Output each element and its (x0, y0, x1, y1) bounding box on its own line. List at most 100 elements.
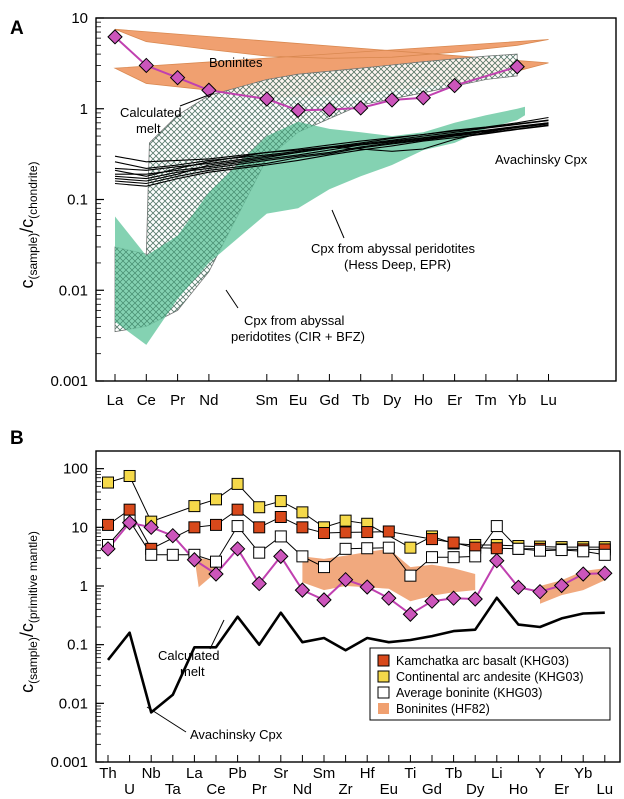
kamchatka-point (339, 526, 352, 539)
avachinsky-cpx-line-b (106, 596, 605, 714)
calculated-melt-point-b (532, 583, 548, 600)
average-boninite-point (512, 542, 525, 555)
legend-label-boninite-band: Boninites (HF82) (396, 702, 490, 716)
calculated-melt-point-a (415, 90, 432, 106)
kamchatka-point (102, 518, 114, 531)
panel-b-y-axis-label: c(sample)/c(primitive mantle) (17, 531, 40, 693)
annotation-hess-deep-line2: (Hess Deep, EPR) (344, 257, 451, 272)
calculated-melt-point-b (359, 579, 375, 595)
calculated-melt-point-b (294, 582, 311, 598)
kamchatka-line (107, 508, 605, 550)
calculated-melt-point-b (251, 575, 267, 592)
average-boninite-point (598, 548, 611, 561)
panel-b-x-tick-label: Yb (574, 765, 592, 782)
leader-cir-bfz (225, 289, 239, 309)
legend-label-kamchatka: Kamchatka arc basalt (KHG03) (396, 654, 569, 668)
calculated-melt-point-a (509, 59, 525, 75)
cpx-cir-bfz-overlay (115, 54, 518, 332)
average-boninite-point (210, 555, 222, 568)
panel-b-x-tick-label: Zr (339, 781, 353, 798)
legend-swatch-average-boninite (377, 686, 390, 699)
kamchatka-point (361, 526, 374, 539)
panel-b-x-tick-label: Li (491, 765, 503, 782)
average-boninite-point (231, 520, 244, 533)
average-boninite-point (577, 545, 590, 558)
calculated-melt-point-a (321, 101, 338, 118)
andesite-point (339, 514, 352, 527)
annotation-calculated-melt-a-line2: melt (136, 121, 161, 136)
calculated-melt-point-b (121, 514, 138, 531)
average-boninite-point (166, 548, 179, 561)
average-boninite-point (490, 520, 503, 533)
leader-avachinsky-b (146, 706, 187, 733)
leader-calculated-melt-a (179, 92, 215, 107)
kamchatka-point (231, 503, 244, 516)
kamchatka-point (490, 542, 503, 555)
panel-b-x-tick-label: Sm (313, 765, 336, 782)
panel-b-y-tick-label: 10 (71, 519, 88, 536)
avachinsky-cpx-line (114, 123, 549, 180)
annotation-calculated-melt-a-line1: Calculated (120, 105, 181, 120)
boninite-hf82-field (540, 568, 605, 604)
andesite-point (188, 500, 201, 513)
boninite-hf82-field (302, 548, 476, 602)
panel-b-x-tick-label: Y (535, 765, 545, 782)
annotation-calculated-melt-b-line2: melt (180, 664, 205, 679)
kamchatka-point (253, 521, 266, 534)
average-boninite-point (274, 530, 287, 543)
calculated-melt-point-b (553, 577, 570, 594)
panel-b-y-tick-label: 100 (63, 461, 88, 478)
average-boninite-point (447, 551, 460, 564)
calculated-melt-point-a (384, 92, 400, 108)
average-boninite-point (339, 542, 352, 555)
kamchatka-point (447, 536, 460, 549)
calculated-melt-point-a (107, 29, 123, 45)
calculated-melt-point-b (165, 527, 181, 544)
panel-a-x-tick-label: Nd (199, 392, 218, 409)
panel-a-x-tick-label: Ho (414, 392, 433, 409)
calculated-melt-point-b (337, 571, 354, 588)
andesite-point (102, 476, 114, 489)
avachinsky-cpx-line (114, 122, 549, 177)
panel-b-y-tick-label: 1 (80, 578, 88, 595)
panel-b-x-tick-label: La (186, 765, 203, 782)
panel-b-x-tick-label: Dy (466, 781, 485, 798)
avachinsky-cpx-line (114, 119, 549, 169)
legend-swatch-kamchatka (377, 654, 390, 667)
panel-a-x-tick-label: Dy (383, 392, 402, 409)
panel-b-x-tick-label: Eu (380, 781, 398, 798)
panel-b-y-tick-label: 0.01 (59, 695, 88, 712)
calculated-melt-point-b (402, 606, 419, 622)
panel-b-x-tick-label: Ce (206, 781, 225, 798)
leader-hess-deep (331, 209, 345, 239)
kamchatka-point (318, 527, 330, 540)
panel-b-x-tick-label: Tb (445, 765, 463, 782)
average-boninite-point (469, 550, 482, 563)
leader-calculated-melt-b (209, 619, 225, 650)
calculated-melt-point-a (352, 100, 369, 116)
annotation-boninites: Boninites (209, 55, 263, 70)
kamchatka-point (426, 533, 438, 546)
panel-b-x-tick-label: Gd (422, 781, 442, 798)
calculated-melt-point-a (290, 102, 306, 119)
panel-b-x-tick-label: Pr (252, 781, 267, 798)
panel-a-x-tick-label: Ce (137, 392, 156, 409)
panel-a-x-tick-label: Pr (170, 392, 185, 409)
andesite-point (231, 477, 244, 490)
kamchatka-point (210, 518, 222, 531)
calculated-melt-point-a (259, 91, 275, 107)
average-boninite-point (404, 569, 417, 582)
calculated-melt-point-b (316, 592, 332, 608)
panel-b-plot-frame (95, 450, 621, 763)
average-boninite-point (426, 551, 438, 564)
panel-b-legend: Kamchatka arc basalt (KHG03) Continental… (369, 647, 611, 721)
panel-b-x-tick-label: Ta (165, 781, 182, 798)
panel-a-x-tick-label: Er (447, 392, 462, 409)
panel-b-x-tick-label: U (124, 781, 135, 798)
legend-box (369, 647, 611, 721)
panel-b-x-tick-label: Nb (142, 765, 161, 782)
average-boninite-point (555, 544, 568, 557)
panel-a-x-tick-label: Lu (540, 392, 557, 409)
panel-b-x-tick-label: Ho (509, 781, 528, 798)
